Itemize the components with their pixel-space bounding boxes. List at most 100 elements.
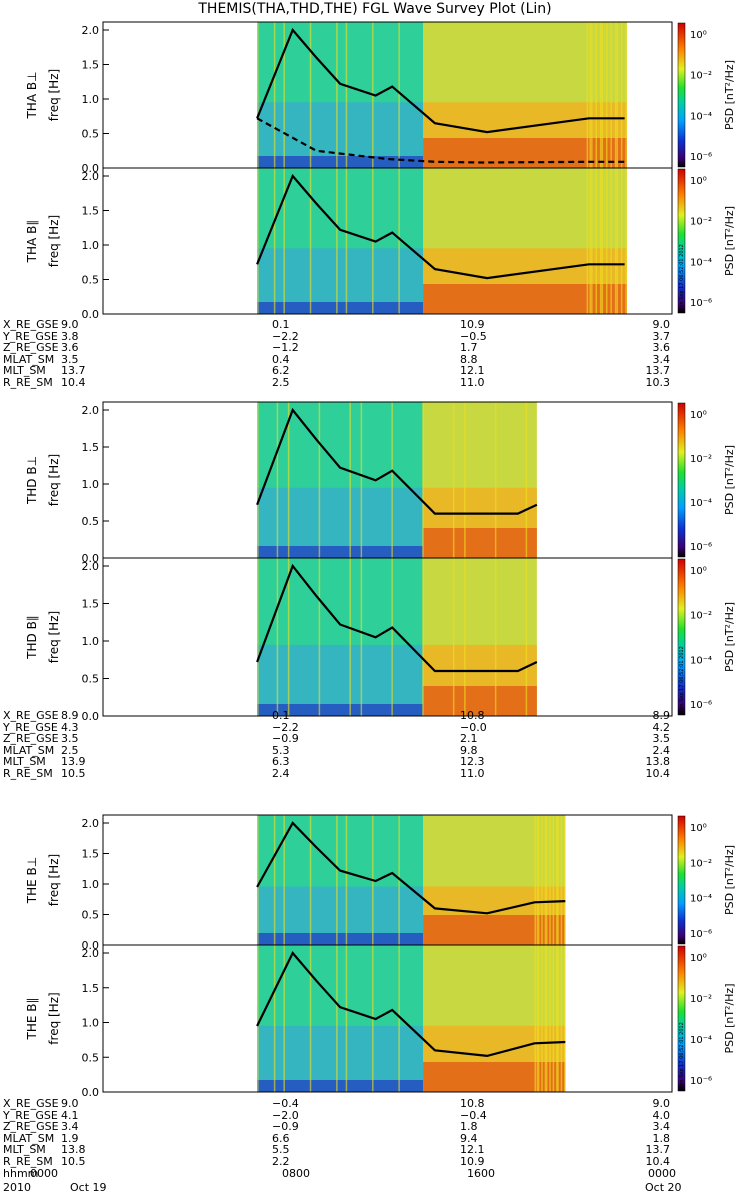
y-tick-label: 0.5: [82, 673, 100, 686]
ephemeris-value: 11.0: [460, 376, 485, 389]
ephemeris-value: −0.9: [272, 1120, 299, 1134]
spectrum-streak: [595, 22, 598, 168]
spectrum-streak: [557, 945, 559, 1092]
ephemeris-value: 4.3: [61, 720, 79, 734]
ephemeris-value: −2.2: [272, 329, 299, 343]
y-tick-label: 0.0: [82, 1086, 100, 1099]
spectrum-streak: [614, 22, 617, 168]
gyrofrequency-line: [256, 821, 566, 915]
spectrum-streak: [601, 22, 604, 168]
spectrum-streak: [616, 22, 618, 168]
spectrum-intense: [423, 915, 566, 945]
spectrum-intense: [423, 284, 627, 314]
colorbar-tick-label: 10⁻⁴: [690, 498, 712, 509]
date-label: Oct 20: [645, 1181, 682, 1194]
spectrogram-panel: 2.0 1.5 1.0 0.5 0.0 THE B∥ freq [Hz] 10⁰ 10⁻² 10⁻…: [25, 944, 736, 1099]
ephemeris-value: −2.2: [272, 720, 299, 734]
panel-axis-label: freq [Hz]: [47, 854, 61, 906]
spectrum-streak: [257, 22, 259, 168]
spectrum-streak: [605, 22, 608, 168]
spectrum-intense: [423, 528, 537, 558]
y-tick-label: 1.0: [82, 635, 100, 648]
ephemeris-value: −1.2: [272, 341, 299, 355]
panel-axis-label: freq [Hz]: [47, 611, 61, 663]
colorbar-tick-label: 10⁻²: [690, 994, 712, 1005]
ephemeris-row-label: Z_RE_GSE: [3, 732, 59, 746]
ephemeris-value: 4.1: [61, 1108, 79, 1122]
y-tick-label: 0.0: [82, 162, 100, 175]
ephemeris-value: 10.5: [61, 767, 86, 780]
spectrum-streak: [599, 168, 602, 314]
spectrum-streak: [625, 22, 627, 168]
colorbar-tick-label: 10⁻⁶: [690, 1076, 712, 1087]
panel-axis-label: freq [Hz]: [47, 454, 61, 506]
y-tick-label: 1.0: [82, 93, 100, 106]
spectrum-streak: [589, 168, 591, 314]
spectrum-floor: [257, 546, 424, 558]
ephemeris-value: 9.4: [460, 1131, 478, 1145]
ephemeris-value: 13.9: [61, 755, 86, 769]
colorbar-label: PSD [nT²/Hz]: [723, 206, 736, 276]
y-tick-label: 2.0: [82, 560, 100, 573]
spectrum-streak: [309, 815, 312, 945]
ephemeris-value: 11.0: [460, 767, 485, 780]
spectrogram-panel: 2.0 1.5 1.0 0.5 0.0 THA B⊥ freq [Hz] 10⁰ 10⁻² 10⁻…: [25, 21, 736, 175]
ephemeris-value: 13.7: [645, 364, 671, 378]
spectrum-streak: [283, 22, 285, 168]
y-tick-label: 0.5: [82, 909, 100, 922]
ephemeris-value: 3.8: [61, 329, 79, 343]
y-tick-label: 2.0: [82, 404, 100, 417]
spectrum-streak: [273, 815, 276, 945]
spectrum-streak: [360, 402, 363, 558]
y-tick-label: 1.5: [82, 205, 100, 218]
spectrum-streak: [336, 815, 338, 945]
ephemeris-row-label: R_RE_SM: [3, 376, 53, 389]
panel-probe-label: THE B⊥: [25, 857, 39, 904]
spectrum-streak: [614, 168, 617, 314]
colorbar-tick-label: 10⁻⁶: [690, 152, 712, 163]
spectrogram-panel: 2.0 1.5 1.0 0.5 0.0 THD B⊥ freq [Hz] 10⁰ 10⁻² 10⁻…: [25, 401, 736, 565]
spectrum-streak: [422, 558, 424, 716]
spectrum-streak: [287, 558, 290, 716]
spectrum-streak: [589, 22, 591, 168]
spectrum-streak: [556, 815, 558, 945]
spectrum-streak: [452, 402, 455, 558]
spectrum-streak: [422, 402, 424, 558]
year-label: 2010: [3, 1181, 31, 1194]
y-tick-label: 1.5: [82, 982, 100, 995]
ephemeris-value: 12.3: [460, 755, 485, 769]
y-tick-label: 0.0: [82, 552, 100, 565]
spectrum-streak: [494, 402, 497, 558]
y-tick-label: 0.5: [82, 274, 100, 287]
spectrum-streak: [586, 22, 589, 168]
ephemeris-row-label: MLT_SM: [3, 364, 46, 378]
y-tick-label: 1.0: [82, 878, 100, 891]
spectrum-streak: [398, 22, 400, 168]
ephemeris-value: 1.7: [460, 341, 478, 355]
y-tick-label: 0.0: [82, 710, 100, 723]
ephemeris-row-label: MLT_SM: [3, 1143, 46, 1157]
spectrum-streak: [494, 558, 497, 716]
y-tick-label: 2.0: [82, 24, 100, 37]
spectrum-streak: [557, 815, 559, 945]
ephemeris-value: 9.0: [652, 318, 671, 331]
ephemeris-row-label: X_RE_GSE: [3, 1097, 59, 1110]
ephemeris-value: 10.9: [460, 1155, 485, 1168]
colorbar-tick-label: 10⁻⁴: [690, 257, 712, 268]
spectrum-floor: [257, 1080, 424, 1092]
spectrum-streak: [549, 815, 551, 945]
colorbar-tick-label: 10⁰: [690, 823, 707, 834]
colorbar: [677, 558, 686, 716]
panel-axis-label: freq [Hz]: [47, 215, 61, 267]
timestamp-stamp: Mon Sep 17 06:52:01 2012: [679, 646, 685, 714]
spectrum-streak: [309, 168, 312, 314]
ephemeris-value: 6.6: [272, 1131, 290, 1145]
ephemeris-value: 10.4: [61, 376, 86, 389]
colorbar-tick-label: 10⁰: [690, 176, 707, 187]
spectrum-streak: [309, 22, 312, 168]
y-tick-label: 2.0: [82, 947, 100, 960]
y-tick-label: 0.5: [82, 515, 100, 528]
panel-probe-label: THA B∥: [25, 220, 39, 264]
colorbar-tick-label: 10⁻⁴: [690, 894, 712, 905]
